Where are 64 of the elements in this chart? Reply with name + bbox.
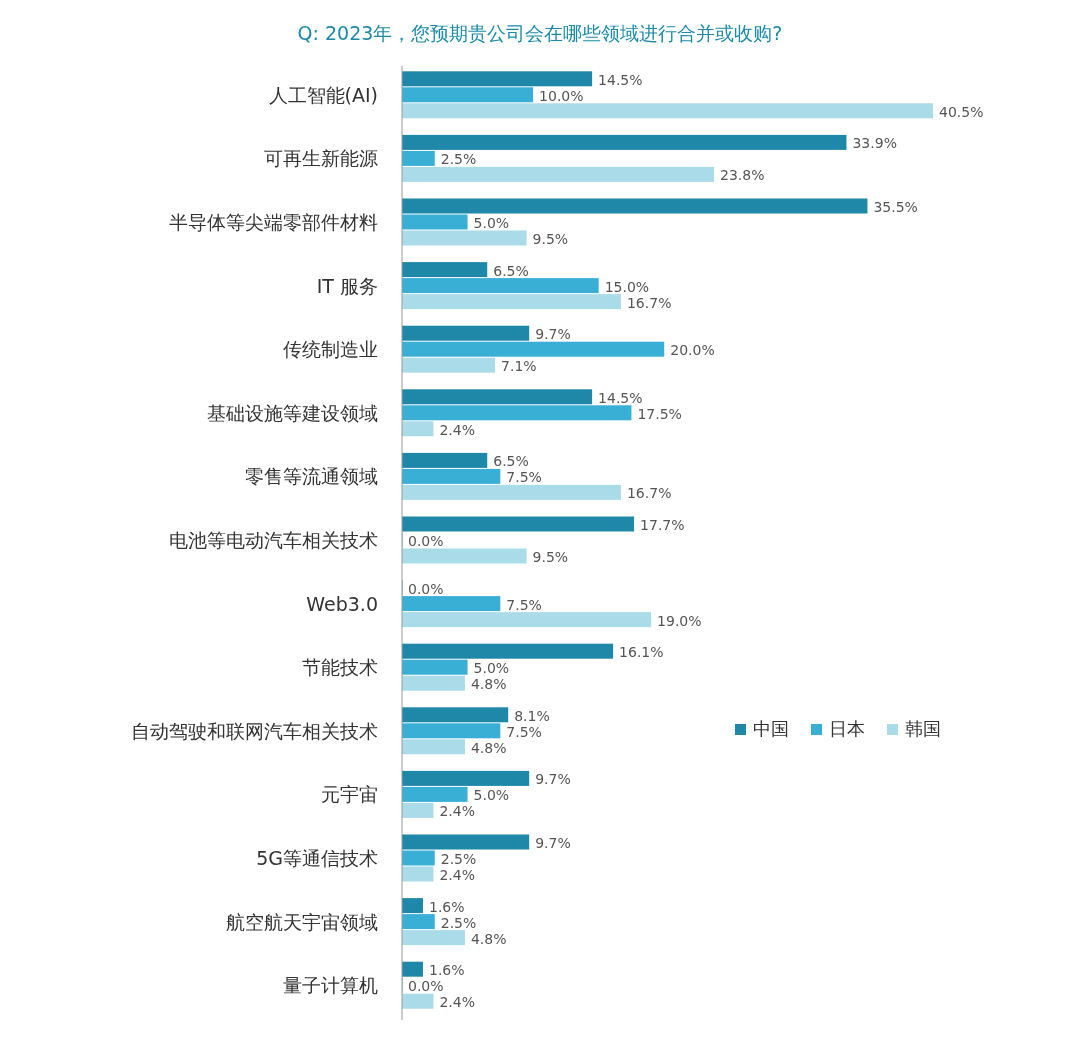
data-label: 19.0% (657, 612, 702, 629)
data-label: 20.0% (670, 342, 715, 359)
y-tick-label: Web3.0 (306, 592, 378, 615)
y-tick-label: 传统制造业 (283, 338, 378, 361)
y-tick-label: 电池等电动汽车相关技术 (169, 529, 378, 551)
data-label: 10.0% (539, 87, 584, 104)
data-label: 16.7% (626, 294, 672, 311)
data-label: 2.5% (440, 914, 477, 931)
data-label: 0.0% (408, 533, 444, 549)
y-tick-label: 元宇宙 (321, 783, 378, 806)
data-label: 5.0% (473, 660, 510, 677)
data-label: 9.5% (532, 231, 569, 247)
data-label: 0.0% (408, 580, 444, 597)
y-tick-label: 人工智能(AI) (268, 83, 378, 106)
data-label: 1.6% (428, 962, 465, 979)
data-label: 7.1% (501, 358, 537, 375)
data-label: 5.0% (473, 215, 510, 231)
data-label: 7.5% (506, 596, 542, 613)
data-label: 9.7% (535, 835, 571, 851)
y-tick-label: 自动驾驶和联网汽车相关技术 (131, 719, 378, 742)
data-label: 17.5% (637, 405, 682, 422)
data-label: 35.5% (873, 199, 918, 215)
data-label: 9.7% (535, 771, 571, 788)
data-label: 14.5% (598, 71, 643, 88)
y-tick-label: 节能技术 (302, 656, 378, 679)
y-tick-label: 航空航天宇宙领域 (226, 910, 378, 933)
data-label: 2.4% (439, 421, 476, 438)
y-tick-label: 5G等通信技术 (256, 847, 378, 869)
data-label: 6.5% (493, 262, 529, 279)
data-label: 4.8% (470, 739, 507, 756)
data-label: 40.5% (939, 103, 984, 120)
legend-label: 日本 (829, 718, 865, 739)
legend-label: 韩国 (905, 718, 941, 739)
data-label: 2.5% (440, 151, 477, 168)
data-label: 6.5% (493, 453, 529, 470)
y-tick-label: 基础设施等建设领域 (207, 401, 378, 424)
data-label: 4.8% (470, 930, 507, 947)
data-label: 14.5% (598, 389, 643, 406)
data-label: 23.8% (720, 167, 765, 184)
data-label: 2.4% (439, 867, 476, 883)
y-tick-label: 量子计算机 (283, 974, 378, 997)
y-tick-label: 半导体等尖端零部件材料 (169, 211, 378, 233)
y-tick-label: 可再生新能源 (264, 147, 378, 170)
data-label: 17.7% (640, 517, 685, 533)
data-label: 7.5% (506, 469, 542, 486)
data-label: 16.7% (626, 485, 672, 502)
data-label: 7.5% (506, 723, 542, 740)
data-label: 4.8% (470, 676, 507, 693)
y-tick-label: IT 服务 (316, 274, 378, 297)
data-label: 1.6% (428, 898, 465, 915)
data-label: 9.5% (532, 549, 569, 565)
data-label: 5.0% (473, 787, 510, 804)
data-label: 33.9% (852, 135, 897, 152)
data-label: 9.7% (535, 326, 571, 343)
y-tick-label: 零售等流通领域 (245, 465, 378, 488)
data-label: 2.4% (439, 994, 476, 1011)
legend-label: 中国 (753, 718, 789, 739)
chart-title: Q: 2023年，您预期贵公司会在哪些领域进行合并或收购? (297, 22, 783, 44)
data-label: 2.5% (440, 851, 477, 867)
data-label: 0.0% (408, 978, 444, 995)
data-label: 15.0% (604, 278, 650, 295)
data-label: 16.1% (619, 644, 664, 661)
data-label: 2.4% (439, 803, 476, 820)
data-label: 8.1% (514, 707, 550, 724)
